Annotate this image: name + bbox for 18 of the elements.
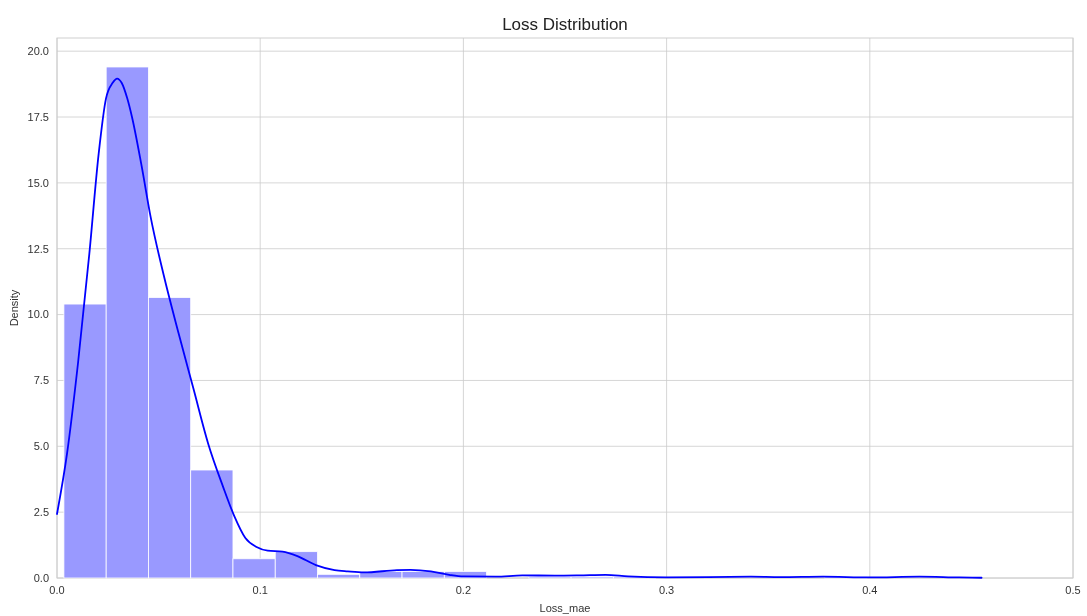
chart-title: Loss Distribution (502, 15, 628, 34)
y-tick-label: 7.5 (33, 374, 49, 387)
x-tick-label: 0.1 (252, 584, 268, 596)
y-axis-title: Density (8, 289, 20, 327)
y-tick-label: 20.0 (27, 45, 49, 58)
y-tick-label: 10.0 (27, 308, 49, 321)
x-axis-title: Loss_mae (539, 602, 591, 614)
y-tick-label: 2.5 (33, 506, 49, 518)
x-tick-label: 0.4 (862, 584, 878, 596)
y-tick-label: 15.0 (27, 176, 49, 189)
x-tick-label: 0.3 (658, 584, 675, 596)
y-tick-label: 0.0 (33, 571, 49, 584)
x-tick-label: 0.5 (1065, 584, 1081, 596)
y-tick-label: 5.0 (33, 440, 49, 453)
x-tick-label: 0.2 (455, 584, 472, 596)
y-tick-label: 12.5 (27, 242, 49, 255)
x-tick-label: 0.0 (49, 584, 65, 596)
y-tick-label: 17.5 (27, 110, 49, 123)
